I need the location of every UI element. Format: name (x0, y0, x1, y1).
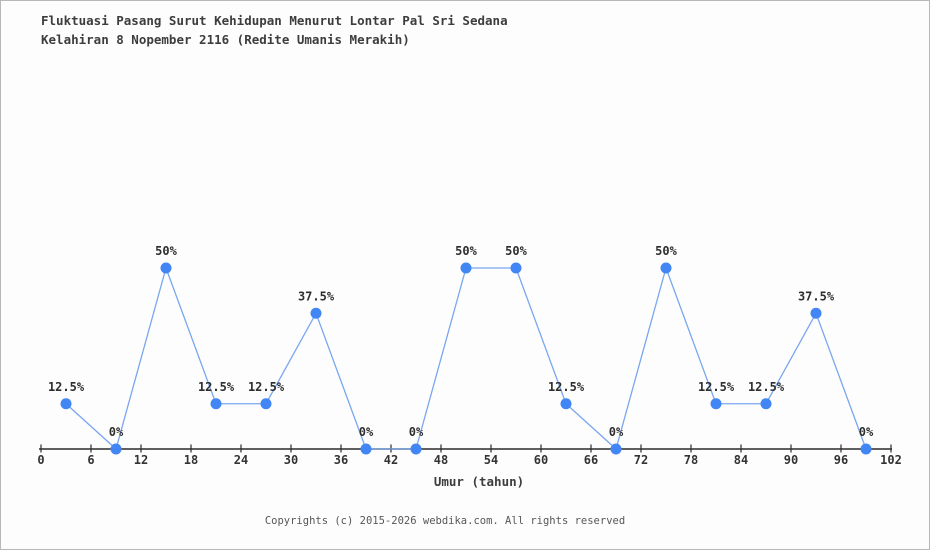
x-axis-tick-label: 78 (684, 453, 698, 467)
footer-copyright: Copyrights (c) 2015-2026 webdika.com. Al… (264, 515, 626, 527)
data-point (710, 398, 722, 410)
x-axis-tick-label: 0 (37, 453, 44, 467)
data-point-label: 12.5% (698, 380, 735, 394)
chart-title-line2: Kelahiran 8 Nopember 2116 (Redite Umanis… (41, 32, 410, 47)
x-axis-tick-label: 30 (284, 453, 298, 467)
data-point (310, 307, 322, 319)
data-point-label: 0% (859, 425, 874, 439)
data-point (410, 443, 422, 455)
data-point-label: 12.5% (748, 380, 785, 394)
x-axis-tick-label: 90 (784, 453, 798, 467)
data-point (260, 398, 272, 410)
series-line (65, 265, 867, 451)
x-axis-tick-label: 6 (87, 453, 94, 467)
data-point (110, 443, 122, 455)
data-point (610, 443, 622, 455)
data-point-label: 12.5% (548, 380, 585, 394)
data-point-label: 50% (155, 244, 177, 258)
data-point-label: 12.5% (248, 380, 285, 394)
x-axis-title: Umur (tahun) (433, 474, 525, 489)
data-point (810, 307, 822, 319)
data-point (160, 262, 172, 274)
x-axis-tick-label: 36 (334, 453, 348, 467)
data-point-label: 12.5% (198, 380, 235, 394)
chart-title-line1: Fluktuasi Pasang Surut Kehidupan Menurut… (41, 13, 508, 28)
data-point (860, 443, 872, 455)
data-point (560, 398, 572, 410)
data-point (510, 262, 522, 274)
data-point (360, 443, 372, 455)
data-point-label: 0% (609, 425, 624, 439)
x-axis-tick-label: 66 (584, 453, 598, 467)
data-point-label: 50% (655, 244, 677, 258)
data-point-label: 0% (359, 425, 374, 439)
chart-title: Fluktuasi Pasang Surut Kehidupan Menurut… (41, 11, 508, 49)
data-point-label: 12.5% (48, 380, 85, 394)
data-point (460, 262, 472, 274)
data-point-label: 0% (109, 425, 124, 439)
x-axis-tick-label: 72 (634, 453, 648, 467)
x-axis-tick-label: 48 (434, 453, 448, 467)
data-point (210, 398, 222, 410)
x-axis-tick-label: 84 (734, 453, 748, 467)
x-axis-tick-label: 102 (880, 453, 902, 467)
data-point-label: 50% (455, 244, 477, 258)
x-axis-tick-label: 12 (134, 453, 148, 467)
data-point-label: 37.5% (298, 289, 335, 303)
x-axis-tick-label: 18 (184, 453, 198, 467)
x-axis-tick-label: 60 (534, 453, 548, 467)
x-axis-tick-label: 96 (834, 453, 848, 467)
x-axis-tick-label: 42 (384, 453, 398, 467)
data-point-label: 50% (505, 244, 527, 258)
data-point-label: 0% (409, 425, 424, 439)
x-axis-tick-label: 54 (484, 453, 498, 467)
data-point-label: 37.5% (798, 289, 835, 303)
data-point (60, 398, 72, 410)
x-axis-tick-label: 24 (234, 453, 248, 467)
data-point (760, 398, 772, 410)
data-point (660, 262, 672, 274)
